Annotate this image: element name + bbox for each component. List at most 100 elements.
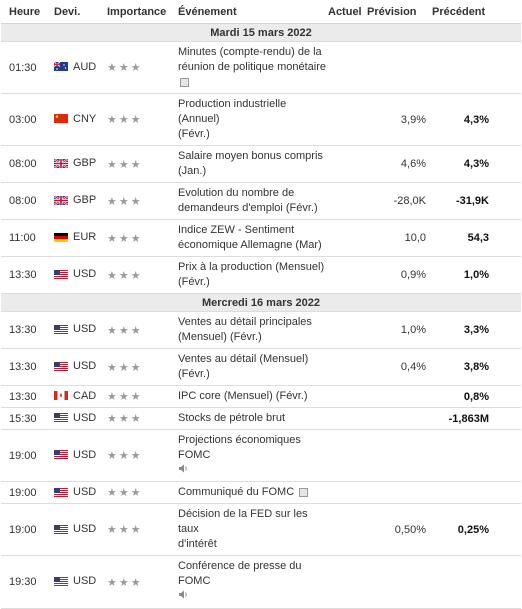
event-title-line[interactable]: Conférence de presse du FOMC [178,560,302,588]
header-time[interactable]: Heure [1,0,54,24]
event-time: 19:00 [1,481,54,505]
event-time: 19:00 [1,429,54,483]
event-row[interactable]: 15:30 USD ★★★ Stocks de pétrole brut -1,863M [1,407,521,430]
event-row[interactable]: 01:30 AUD ★★★ Minutes (compte-rendu) de la r… [1,41,521,94]
event-cell[interactable]: Evolution du nombre de demandeurs d'emplo… [178,182,328,220]
importance-stars-icon: ★★★ [107,269,143,282]
currency-code: USD [73,268,97,281]
event-title-line[interactable]: économique Allemagne (Mar) [178,239,322,251]
forecast-value: 0,50% [367,503,432,557]
event-title-line[interactable]: Projections économiques FOMC [178,434,301,461]
event-title-text[interactable]: Communiqué du FOMC [178,486,295,499]
event-row[interactable]: 19:00 USD ★★★ Projections économiques FOMC [1,429,521,483]
previous-value: 3,8% [432,348,521,386]
event-icon-line [178,463,328,478]
event-title-line[interactable]: (Févr.) [178,128,210,140]
importance-stars-icon: ★★★ [107,361,143,374]
importance-stars-icon: ★★★ [107,450,143,463]
event-row[interactable]: 08:00 GBP ★★★ Salaire moyen bonus compris (J… [1,145,521,183]
event-title-line[interactable]: (Févr.) [178,276,210,288]
importance-cell: ★★★ [107,348,178,386]
cn-flag-icon [54,114,68,124]
event-title-line[interactable]: Prix à la production (Mensuel) [178,261,325,273]
de-flag-icon [54,232,68,242]
header-previous[interactable]: Précédent [432,0,521,24]
event-row[interactable]: 19:30 USD ★★★ Conférence de presse du FOMC [1,555,521,609]
event-cell[interactable]: Décision de la FED sur les taux d'intérêt [178,503,328,557]
event-row[interactable]: 11:00 EUR ★★★ Indice ZEW - Sentiment économi… [1,219,521,257]
event-cell[interactable]: IPC core (Mensuel) (Févr.) [178,385,328,408]
previous-value: 54,3 [432,219,521,257]
event-title-line[interactable]: Minutes (compte-rendu) de la [178,46,322,58]
speaker-icon[interactable] [178,463,188,478]
event-title-line[interactable]: Décision de la FED sur les taux [178,508,308,536]
currency-code: USD [73,323,97,336]
importance-stars-icon: ★★★ [107,413,143,425]
event-row[interactable]: 19:00 USD ★★★ Communiqué du FOMC [1,481,521,505]
importance-stars-icon: ★★★ [107,158,143,171]
actual-value [328,385,367,408]
event-row[interactable]: 13:30 USD ★★★ Ventes au détail principales (… [1,311,521,349]
speaker-icon[interactable] [178,589,188,604]
event-title-line[interactable]: Communiqué du FOMC [178,485,328,500]
previous-value: 3,3% [432,311,521,349]
event-title-line[interactable]: (Mensuel) (Févr.) [178,331,262,343]
event-title-line[interactable]: demandeurs d'emploi (Févr.) [178,202,318,214]
event-time: 19:30 [1,555,54,609]
event-title-line[interactable]: Ventes au détail (Mensuel) [178,353,309,365]
previous-value: 0,8% [432,385,521,408]
importance-cell: ★★★ [107,555,178,609]
event-row[interactable]: 03:00 CNY ★★★ Production industrielle (Annu… [1,93,521,146]
forecast-value: 4,6% [367,145,432,183]
importance-cell: ★★★ [107,429,178,483]
event-row[interactable]: 08:00 GBP ★★★ Evolution du nombre de demande… [1,182,521,220]
event-title-line[interactable]: Salaire moyen bonus compris [178,150,323,162]
event-title-line[interactable]: (Févr.) [178,368,210,380]
actual-value [328,145,367,183]
event-title-line[interactable]: Ventes au détail principales [178,316,312,328]
header-currency[interactable]: Devi. [54,0,107,24]
event-cell[interactable]: Ventes au détail principales (Mensuel) (F… [178,311,328,349]
event-cell[interactable]: Prix à la production (Mensuel) (Févr.) [178,256,328,294]
event-row[interactable]: 13:30 USD ★★★ Prix à la production (Mensuel… [1,256,521,294]
header-importance[interactable]: Importance [107,0,178,24]
header-forecast[interactable]: Prévision [367,0,432,24]
document-icon[interactable] [299,488,309,497]
event-cell[interactable]: Ventes au détail (Mensuel) (Févr.) [178,348,328,386]
header-actual[interactable]: Actuel [328,0,367,24]
event-cell[interactable]: Indice ZEW - Sentiment économique Allemag… [178,219,328,257]
previous-value: -1,863M [432,407,521,430]
event-cell[interactable]: Conférence de presse du FOMC [178,555,328,609]
event-cell[interactable]: Salaire moyen bonus compris (Jan.) [178,145,328,183]
event-time: 08:00 [1,145,54,183]
importance-cell: ★★★ [107,41,178,94]
event-row[interactable]: 19:00 USD ★★★ Décision de la FED sur les ta… [1,503,521,557]
event-title-line[interactable]: IPC core (Mensuel) (Févr.) [178,390,308,402]
currency-cell: USD [54,555,107,609]
event-row[interactable]: 13:30 USD ★★★ Ventes au détail (Mensuel) (Fé… [1,348,521,386]
event-cell[interactable]: Communiqué du FOMC [178,481,328,505]
previous-value [432,555,521,609]
event-row[interactable]: 13:30 CAD ★★★ IPC core (Mensuel) (Févr.) 0,8… [1,385,521,408]
event-cell[interactable]: Stocks de pétrole brut [178,407,328,430]
event-title-line[interactable]: Production industrielle (Annuel) [178,98,287,125]
previous-value: -31,9K [432,182,521,220]
event-cell[interactable]: Projections économiques FOMC [178,429,328,483]
currency-cell: USD [54,429,107,483]
header-event[interactable]: Événement [178,0,328,24]
currency-code: CAD [73,389,97,402]
document-icon[interactable] [180,77,189,87]
event-title-line[interactable]: Indice ZEW - Sentiment [178,224,295,236]
event-title-line[interactable]: Evolution du nombre de [178,187,295,199]
currency-code: USD [73,360,97,373]
event-cell[interactable]: Minutes (compte-rendu) de la réunion de p… [178,41,328,94]
event-title-line[interactable]: (Jan.) [178,165,207,177]
event-title-line[interactable]: Stocks de pétrole brut [178,412,286,424]
currency-cell: USD [54,311,107,349]
event-cell[interactable]: Production industrielle (Annuel) (Févr.) [178,93,328,146]
actual-value [328,256,367,294]
event-title-line[interactable]: d'intérêt [178,538,217,551]
event-title-line[interactable]: réunion de politique monétaire [178,61,326,73]
us-flag-icon [54,269,68,279]
event-time: 13:30 [1,311,54,349]
